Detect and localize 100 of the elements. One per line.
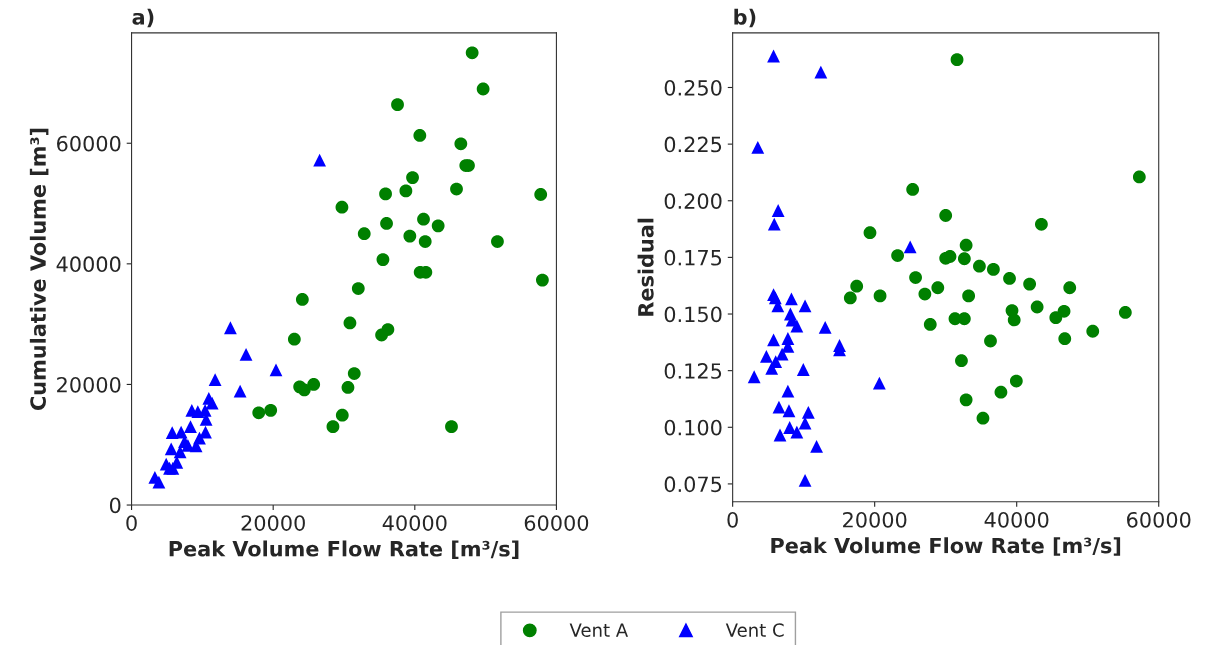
point: [380, 217, 393, 230]
point: [767, 333, 780, 347]
point: [775, 347, 789, 361]
point: [287, 332, 301, 346]
point: [923, 318, 937, 331]
point: [347, 367, 361, 380]
y-tick-label: 40000: [56, 256, 121, 273]
point: [208, 373, 222, 387]
point: [326, 420, 340, 434]
point: [767, 49, 780, 63]
point: [790, 425, 804, 439]
point: [783, 421, 797, 434]
point: [818, 320, 832, 334]
point: [781, 384, 795, 398]
point: [418, 235, 432, 248]
point: [973, 259, 986, 273]
point: [798, 416, 812, 430]
point: [1049, 311, 1063, 325]
point: [798, 299, 812, 313]
point: [984, 334, 997, 348]
point: [994, 385, 1008, 399]
x-tick-label: 20000: [241, 515, 305, 531]
point: [165, 426, 179, 440]
y-tick-label: 60000: [57, 135, 121, 152]
x-tick-label: 40000: [382, 515, 447, 531]
x-tick-label: 0: [727, 511, 738, 528]
point: [534, 188, 548, 201]
point: [1132, 170, 1146, 184]
point: [399, 184, 413, 198]
point: [872, 376, 886, 390]
point: [491, 235, 504, 248]
point: [376, 253, 390, 267]
x-axis-title: Peak Volume Flow Rate [m³/s]: [771, 537, 1121, 556]
x-tick-label: 60000: [1127, 511, 1191, 528]
point: [903, 240, 917, 254]
point: [747, 370, 761, 384]
point: [918, 287, 932, 301]
y-tick-label: 0.150: [664, 306, 722, 323]
y-axis-title: Cumulative Volume [m³]: [29, 128, 49, 411]
y-tick-label: 0.175: [664, 249, 722, 266]
y-tick-label: 0.100: [664, 419, 722, 436]
y-tick-label: 20000: [57, 376, 121, 393]
point: [465, 46, 479, 60]
point: [381, 323, 395, 336]
point: [959, 238, 973, 252]
point: [957, 252, 971, 266]
point: [252, 406, 266, 420]
y-tick-label: 0: [109, 497, 121, 514]
legend-label: Vent C: [725, 623, 784, 637]
point: [445, 420, 458, 434]
point: [403, 229, 417, 243]
point: [379, 187, 392, 201]
point: [205, 396, 219, 410]
point: [536, 273, 549, 287]
point: [307, 378, 321, 391]
point: [798, 473, 812, 487]
point: [1058, 332, 1072, 346]
x-tick-label: 20000: [843, 511, 907, 528]
x-tick-label: 0: [126, 515, 137, 531]
point: [164, 442, 178, 456]
point: [751, 140, 765, 154]
point: [759, 349, 773, 363]
point: [785, 292, 798, 306]
point: [295, 293, 309, 306]
point: [959, 393, 973, 407]
legend-label: Vent A: [569, 623, 629, 637]
point: [351, 282, 365, 295]
point: [233, 384, 247, 398]
y-tick-label: 0.125: [664, 363, 722, 379]
point: [391, 98, 404, 112]
point: [341, 381, 355, 394]
point: [843, 291, 857, 305]
point: [782, 404, 796, 418]
point: [406, 171, 419, 185]
point: [335, 200, 349, 214]
y-axis-title: Residual: [637, 218, 654, 316]
y-tick-label: 0.225: [664, 136, 722, 153]
point: [239, 347, 253, 361]
point: [943, 250, 957, 263]
point: [1086, 324, 1100, 338]
point: [950, 53, 964, 67]
point: [790, 319, 804, 333]
point: [1009, 374, 1023, 388]
point: [166, 461, 180, 475]
point: [1023, 277, 1037, 291]
point: [796, 363, 810, 376]
point: [976, 411, 990, 425]
point: [297, 383, 311, 397]
point: [909, 271, 922, 284]
point: [454, 137, 468, 151]
point: [343, 316, 357, 330]
x-tick-label: 60000: [524, 515, 589, 531]
point: [413, 129, 427, 142]
chart-title: b): [734, 8, 756, 28]
point: [152, 475, 166, 489]
point: [1003, 272, 1016, 285]
point: [767, 217, 781, 231]
y-tick-label: 0.250: [664, 79, 722, 96]
point: [1007, 313, 1021, 327]
point: [873, 289, 887, 303]
